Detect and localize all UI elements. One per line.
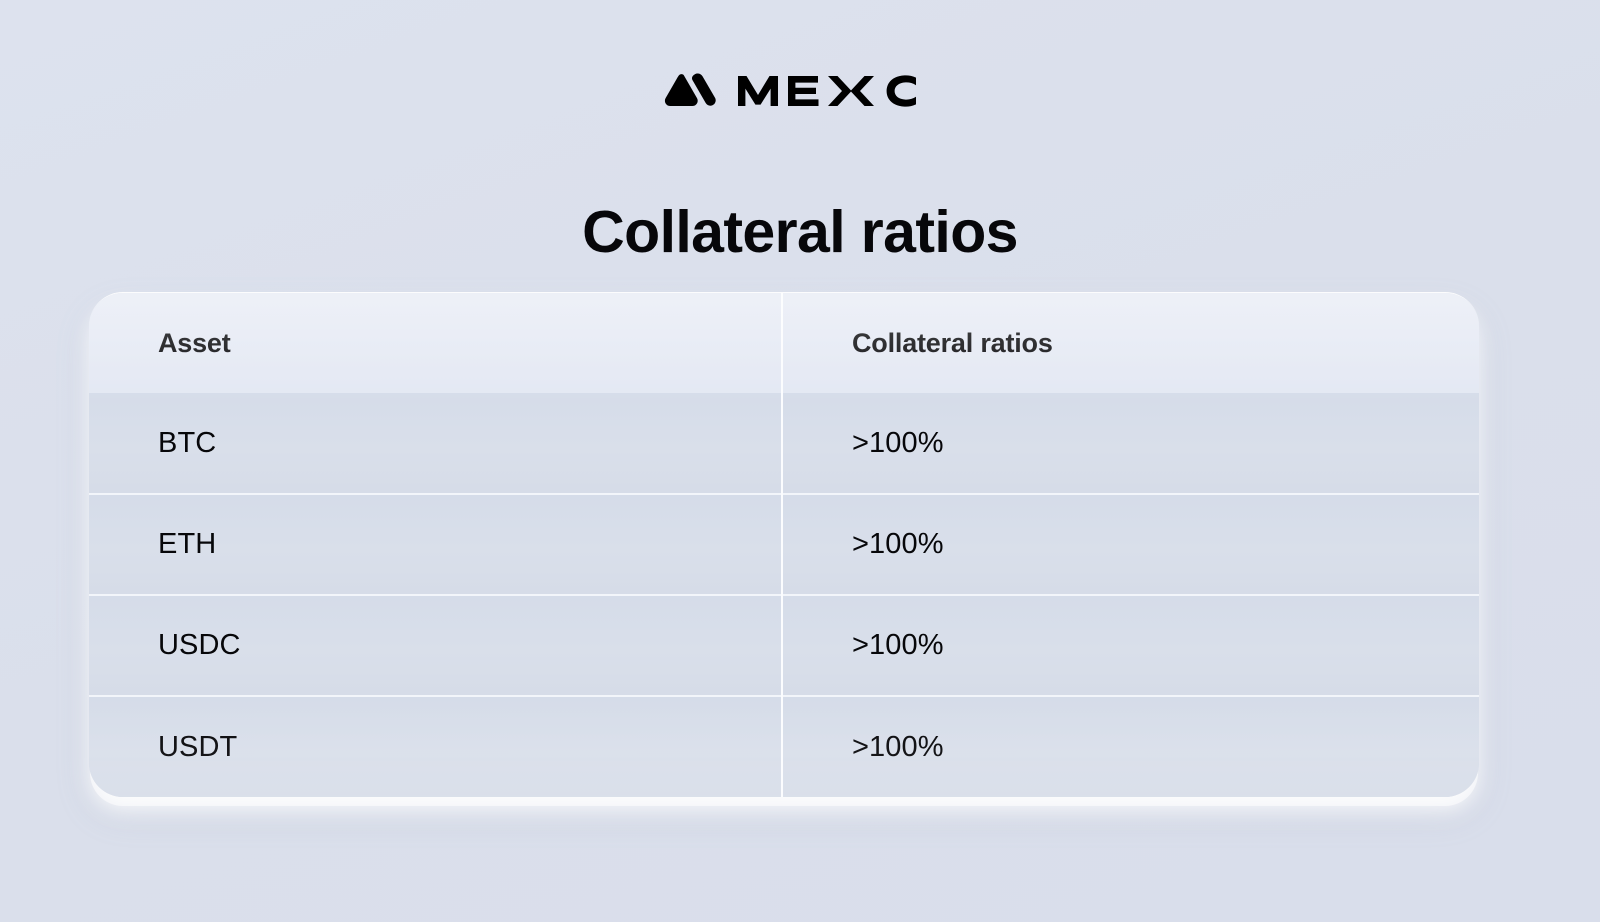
table-header: Asset Collateral ratios (89, 293, 1479, 393)
mexc-wordmark (736, 70, 936, 112)
table-row: USDT >100% (89, 695, 1479, 797)
brand-lockup (0, 70, 1600, 112)
cell-ratio: >100% (781, 695, 1479, 797)
collateral-ratios-table: Asset Collateral ratios BTC >100% ETH >1… (89, 293, 1479, 797)
cell-asset: USDC (89, 594, 782, 696)
page-title: Collateral ratios (582, 198, 1018, 265)
cell-ratio: >100% (781, 393, 1479, 494)
table-header-row: Asset Collateral ratios (89, 293, 1479, 393)
table-row: ETH >100% (89, 493, 1479, 595)
table-body: BTC >100% ETH >100% USDC >100% USDT >100… (89, 393, 1479, 797)
column-header-collateral-ratios: Collateral ratios (781, 293, 1479, 393)
cell-asset: BTC (89, 393, 782, 494)
cell-asset: ETH (89, 493, 782, 595)
cell-asset: USDT (89, 695, 782, 797)
table-row: USDC >100% (89, 594, 1479, 696)
table-row: BTC >100% (89, 393, 1479, 494)
cell-ratio: >100% (781, 594, 1479, 696)
collateral-ratios-card: Asset Collateral ratios BTC >100% ETH >1… (89, 292, 1479, 797)
column-header-asset: Asset (89, 293, 782, 393)
cell-ratio: >100% (781, 493, 1479, 595)
mexc-mountain-logo-icon (664, 70, 718, 112)
